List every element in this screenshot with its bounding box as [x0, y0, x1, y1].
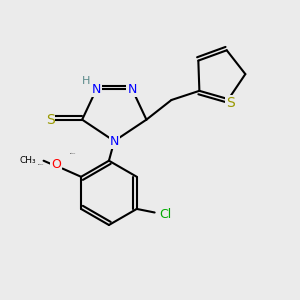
- Text: CH₃: CH₃: [20, 156, 36, 165]
- Text: Cl: Cl: [159, 208, 172, 221]
- Text: N: N: [92, 83, 101, 96]
- Text: O: O: [51, 158, 61, 171]
- Text: methoxy: methoxy: [38, 164, 44, 165]
- Text: N: N: [110, 135, 119, 148]
- Text: N: N: [128, 83, 137, 96]
- Text: methoxy: methoxy: [70, 152, 76, 154]
- Text: S: S: [226, 96, 235, 110]
- Text: H: H: [82, 76, 91, 86]
- Text: S: S: [46, 112, 54, 127]
